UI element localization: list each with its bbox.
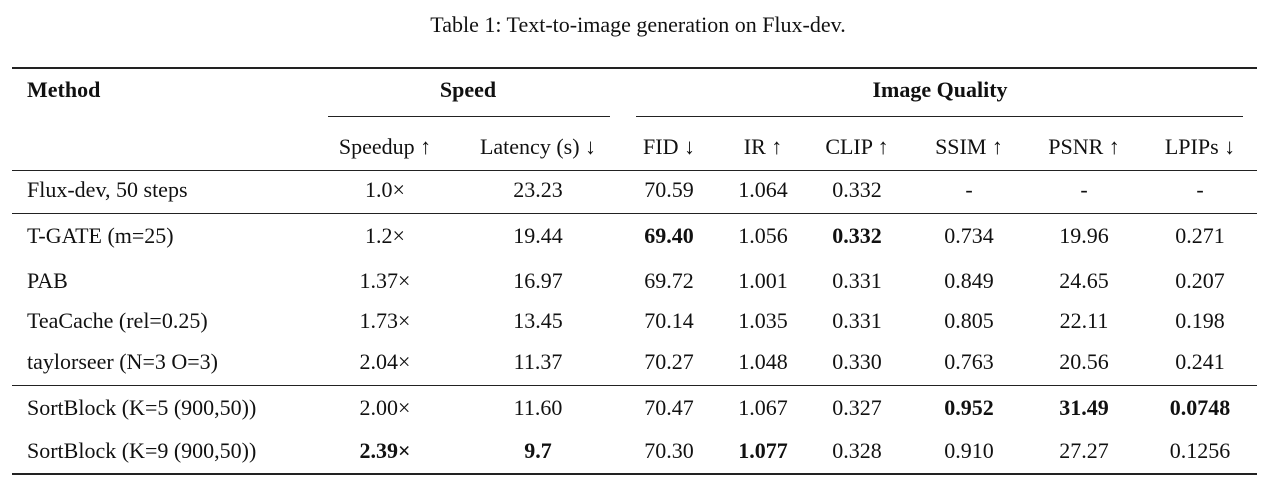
table-cell: 70.47: [644, 395, 694, 420]
table-caption: Table 1: Text-to-image generation on Flu…: [430, 12, 846, 37]
table-cell: 0.734: [944, 223, 994, 248]
row-label: SortBlock (K=9 (900,50)): [27, 438, 257, 463]
table-cell: 0.910: [944, 438, 994, 463]
table-cell: 16.97: [513, 268, 563, 293]
table-cell: 0.0748: [1169, 395, 1231, 420]
row-label: taylorseer (N=3 O=3): [27, 349, 218, 374]
table-cell: 11.60: [513, 395, 563, 420]
table-cell: 2.04×: [359, 349, 411, 374]
column-header: Latency (s) ↓: [479, 134, 597, 159]
table-cell: 0.328: [832, 438, 882, 463]
row-label: PAB: [27, 268, 68, 293]
table-cell: 2.39×: [359, 438, 411, 463]
table-cell: 0.805: [944, 308, 994, 333]
table-cell: 0.849: [944, 268, 994, 293]
table-cell: 19.96: [1059, 223, 1109, 248]
group-header: Speed: [439, 77, 497, 102]
table-cell: 19.44: [513, 223, 563, 248]
table-cell: 13.45: [513, 308, 563, 333]
group-rule: [328, 116, 610, 117]
table-cell: 0.1256: [1169, 438, 1231, 463]
table-cell: 70.27: [644, 349, 694, 374]
table-cell: 0.327: [832, 395, 882, 420]
table-cell: 0.331: [832, 268, 882, 293]
header-rule: [12, 170, 1257, 171]
column-header: Speedup ↑: [338, 134, 432, 159]
column-header: PSNR ↑: [1048, 134, 1120, 159]
table-cell: 70.14: [644, 308, 694, 333]
table-cell: 1.73×: [359, 308, 411, 333]
section-rule: [12, 385, 1257, 386]
column-header: FID ↓: [643, 134, 695, 159]
table-cell: 0.207: [1175, 268, 1225, 293]
table-cell: 1.067: [738, 395, 788, 420]
table-cell: 0.241: [1175, 349, 1225, 374]
table-cell: 22.11: [1059, 308, 1109, 333]
group-header: Image Quality: [872, 77, 1008, 102]
table-cell: 1.048: [738, 349, 788, 374]
top-rule: [12, 67, 1257, 69]
table-cell: 0.332: [832, 223, 882, 248]
table-cell: 0.763: [944, 349, 994, 374]
table-cell: 70.59: [644, 177, 694, 202]
table-cell: 1.37×: [359, 268, 411, 293]
table-cell: 1.035: [738, 308, 788, 333]
column-header: SSIM ↑: [935, 134, 1003, 159]
column-header: Method: [27, 77, 101, 102]
row-label: SortBlock (K=5 (900,50)): [27, 395, 257, 420]
table-cell: 27.27: [1059, 438, 1109, 463]
table-cell: -: [1196, 177, 1204, 202]
row-label: T-GATE (m=25): [27, 223, 174, 248]
group-rule: [636, 116, 1243, 117]
bottom-rule: [12, 473, 1257, 475]
table-cell: -: [965, 177, 973, 202]
table-cell: 0.330: [832, 349, 882, 374]
table-cell: 1.056: [738, 223, 788, 248]
table-cell: 31.49: [1059, 395, 1109, 420]
table-cell: 70.30: [644, 438, 694, 463]
section-rule: [12, 213, 1257, 214]
table-cell: 69.72: [644, 268, 694, 293]
table-cell: 9.7: [524, 438, 552, 463]
table-cell: 0.332: [832, 177, 882, 202]
table-cell: 1.064: [738, 177, 788, 202]
table-cell: 1.001: [738, 268, 788, 293]
column-header: IR ↑: [743, 134, 783, 159]
table-cell: 69.40: [644, 223, 694, 248]
table-cell: 1.2×: [365, 223, 405, 248]
table-cell: 2.00×: [359, 395, 411, 420]
table-cell: 0.952: [944, 395, 994, 420]
column-header: LPIPs ↓: [1164, 134, 1236, 159]
table-cell: 20.56: [1059, 349, 1109, 374]
table-cell: 11.37: [513, 349, 563, 374]
row-label: TeaCache (rel=0.25): [27, 308, 208, 333]
table-cell: 24.65: [1059, 268, 1109, 293]
table-cell: -: [1080, 177, 1088, 202]
table-cell: 1.0×: [365, 177, 405, 202]
column-header: CLIP ↑: [825, 134, 889, 159]
row-label: Flux-dev, 50 steps: [27, 177, 188, 202]
table-cell: 23.23: [513, 177, 563, 202]
table-cell: 0.198: [1175, 308, 1225, 333]
table-cell: 0.271: [1175, 223, 1225, 248]
table-cell: 0.331: [832, 308, 882, 333]
table-cell: 1.077: [738, 438, 788, 463]
